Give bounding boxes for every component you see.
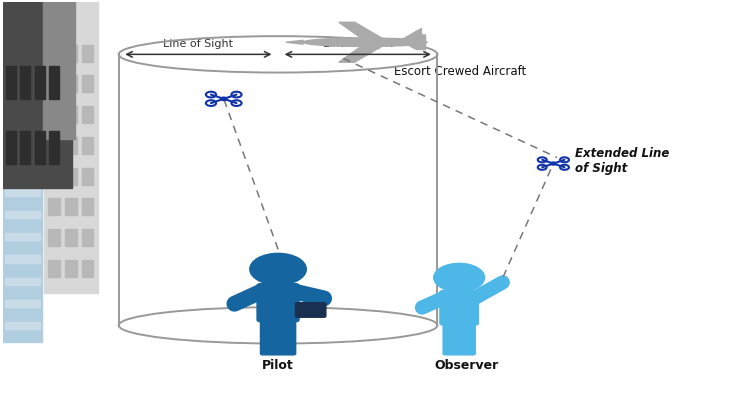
FancyBboxPatch shape [277, 319, 296, 355]
Polygon shape [403, 36, 426, 43]
Circle shape [434, 264, 485, 292]
Bar [48, 137, 60, 155]
Bar [5, 322, 39, 330]
Bar [3, 3, 42, 342]
Polygon shape [339, 47, 383, 63]
Bar [65, 137, 77, 155]
Bar [82, 229, 93, 247]
Bar [5, 100, 39, 108]
Bar [5, 278, 39, 285]
Bar [65, 107, 77, 124]
Polygon shape [403, 29, 421, 43]
Text: Pilot: Pilot [262, 358, 294, 371]
FancyBboxPatch shape [440, 291, 478, 325]
Bar [49, 132, 59, 164]
Bar [65, 76, 77, 93]
Bar [20, 67, 31, 100]
Bar [5, 56, 39, 63]
Bar [5, 167, 39, 174]
FancyBboxPatch shape [296, 303, 326, 317]
Circle shape [250, 254, 307, 285]
Bar [82, 260, 93, 277]
Bar [42, 3, 75, 140]
Bar [5, 11, 39, 19]
Bar [48, 45, 60, 63]
Text: Observer: Observer [434, 358, 499, 371]
Bar [82, 45, 93, 63]
Bar [82, 107, 93, 124]
Bar [82, 199, 93, 216]
Bar [82, 76, 93, 93]
Text: Line of Sight: Line of Sight [164, 39, 234, 49]
Bar [5, 123, 39, 130]
Bar [48, 260, 60, 277]
FancyBboxPatch shape [443, 322, 460, 355]
Bar [5, 145, 39, 152]
Bar [44, 3, 99, 293]
Ellipse shape [303, 39, 427, 47]
Bar [82, 168, 93, 185]
Bar [65, 45, 77, 63]
Bar [65, 260, 77, 277]
Bar [48, 107, 60, 124]
Bar [6, 132, 16, 164]
Bar [48, 199, 60, 216]
Bar [6, 67, 16, 100]
FancyBboxPatch shape [458, 322, 475, 355]
Bar [5, 256, 39, 263]
Bar [5, 300, 39, 308]
Bar [82, 137, 93, 155]
Circle shape [220, 98, 227, 101]
Text: Escort Crewed Aircraft: Escort Crewed Aircraft [394, 65, 526, 78]
Bar [3, 3, 72, 189]
FancyBboxPatch shape [257, 284, 299, 322]
Polygon shape [286, 41, 303, 45]
Bar [65, 229, 77, 247]
Bar [5, 34, 39, 41]
Bar [34, 132, 45, 164]
Bar [48, 76, 60, 93]
Bar [34, 67, 45, 100]
Bar [5, 189, 39, 196]
Bar [20, 132, 31, 164]
Bar [5, 211, 39, 219]
Bar [65, 199, 77, 216]
Circle shape [550, 163, 556, 166]
Text: Extended Line
of Sight: Extended Line of Sight [575, 146, 669, 174]
Bar [49, 67, 59, 100]
Bar [5, 78, 39, 85]
Polygon shape [339, 23, 383, 39]
Bar [65, 168, 77, 185]
Text: Line of Sight: Line of Sight [323, 39, 393, 49]
Bar [48, 229, 60, 247]
FancyBboxPatch shape [261, 319, 279, 355]
Polygon shape [403, 43, 426, 50]
Bar [5, 234, 39, 241]
Bar [48, 168, 60, 185]
